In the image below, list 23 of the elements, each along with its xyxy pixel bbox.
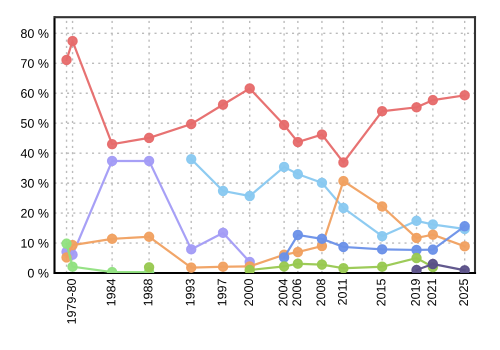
y-tick-label: 30 % (20, 178, 48, 188)
x-tick-label: 1984 (106, 278, 116, 306)
y-tick-label: 40 % (20, 148, 48, 158)
x-tick-label: 2011 (338, 279, 347, 305)
x-tick-label: 2006 (292, 279, 302, 306)
x-tick-label: 2000 (244, 279, 254, 306)
x-tick-label: 2015 (376, 279, 386, 306)
x-tick-label: 2008 (316, 279, 326, 306)
x-tick-label: 2019 (411, 279, 420, 306)
x-tick-label: 1988 (144, 279, 152, 306)
x-tick-label: 1979-80 (67, 279, 76, 324)
x-tick-label: 2004 (278, 278, 288, 306)
x-tick-label: 1997 (218, 279, 226, 306)
x-tick-label: 2025 (459, 279, 468, 306)
y-tick-label: 80 % (20, 29, 48, 38)
y-tick-label: 10 % (21, 238, 48, 248)
x-tick-label: 2021 (427, 279, 436, 306)
y-tick-label: 50 % (20, 119, 48, 128)
x-tick-label: 1993 (186, 279, 195, 306)
y-tick-label: 20 % (21, 208, 48, 218)
y-tick-label: 70 % (21, 59, 48, 68)
y-tick-label: 60 % (21, 89, 48, 98)
y-tick-label: 0 % (28, 268, 48, 278)
